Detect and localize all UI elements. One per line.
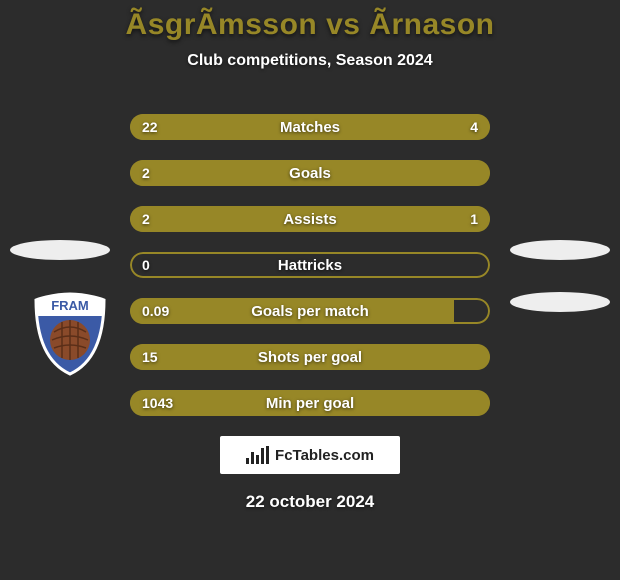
date: 22 october 2024: [0, 492, 620, 512]
club-badge-name: FRAM: [51, 298, 89, 313]
bar-chart-icon: [246, 446, 269, 464]
stat-row: Hattricks0: [130, 252, 490, 278]
stat-value-left: 0: [142, 252, 150, 278]
player-photo-right-placeholder-1: [510, 240, 610, 260]
stat-row: Goals per match0.09: [130, 298, 490, 324]
stat-label: Goals per match: [130, 298, 490, 324]
stat-value-left: 2: [142, 160, 150, 186]
stat-value-left: 2: [142, 206, 150, 232]
stat-value-left: 22: [142, 114, 158, 140]
page-title: ÃsgrÃmsson vs Ãrnason: [0, 0, 620, 42]
stats-area: FRAM Matches224Goals2Assists21Hattricks0…: [0, 114, 620, 416]
club-badge-icon: FRAM: [30, 292, 110, 376]
player-photo-left-placeholder: [10, 240, 110, 260]
stat-value-left: 15: [142, 344, 158, 370]
stat-label: Matches: [130, 114, 490, 140]
stat-row: Matches22 4: [130, 114, 490, 140]
stat-label: Hattricks: [130, 252, 490, 278]
fctables-label: FcTables.com: [275, 447, 374, 464]
stat-label: Goals: [130, 160, 490, 186]
subtitle: Club competitions, Season 2024: [0, 52, 620, 70]
stat-row: Goals2: [130, 160, 490, 186]
stat-value-left: 0.09: [142, 298, 169, 324]
stat-value-left: 1043: [142, 390, 173, 416]
player-photo-right-placeholder-2: [510, 292, 610, 312]
stat-value-right: 1: [470, 206, 478, 232]
stat-row: Min per goal1043: [130, 390, 490, 416]
fctables-watermark: FcTables.com: [220, 436, 400, 474]
club-badge: FRAM: [30, 292, 110, 376]
stat-value-right: 4: [470, 114, 478, 140]
stat-row: Shots per goal15: [130, 344, 490, 370]
stat-label: Shots per goal: [130, 344, 490, 370]
stat-label: Min per goal: [130, 390, 490, 416]
stat-row: Assists2 1: [130, 206, 490, 232]
stat-label: Assists: [130, 206, 490, 232]
